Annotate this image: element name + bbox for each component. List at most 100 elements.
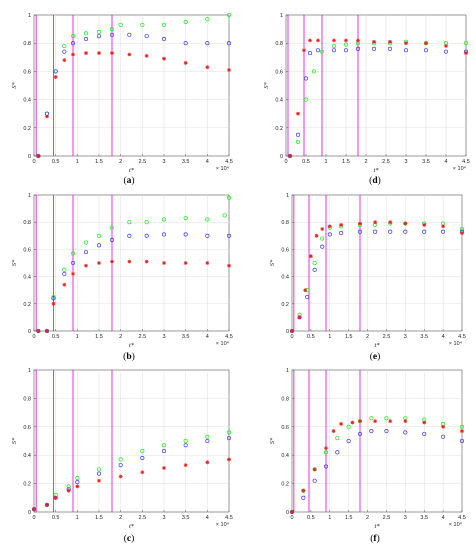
data-point-green-circle xyxy=(183,216,188,221)
data-point-red-star xyxy=(110,259,114,264)
x-axis-label: t* xyxy=(129,523,135,530)
x-tick-label: 3 xyxy=(162,515,165,521)
data-point-blue-circle xyxy=(312,267,317,272)
data-point-blue-circle xyxy=(423,48,429,53)
data-point-red-star xyxy=(388,419,393,424)
data-point-red-star xyxy=(344,38,348,43)
panel-label: (e) xyxy=(370,351,381,362)
x-axis-label: t* xyxy=(129,167,135,174)
x-tick-label: 4 xyxy=(206,334,209,340)
data-point-blue-circle xyxy=(53,69,58,74)
data-point-green-circle xyxy=(205,217,210,222)
data-point-red-star xyxy=(296,111,300,116)
x-tick-label: 0.5 xyxy=(52,159,60,165)
data-point-red-star xyxy=(388,220,393,225)
y-tick-label: 0 xyxy=(280,154,283,160)
y-tick-label: 0 xyxy=(28,329,31,335)
x-tick-label: 4.5 xyxy=(458,334,466,340)
data-point-red-star xyxy=(441,224,446,229)
y-tick-label: 0.8 xyxy=(23,396,31,402)
paren-open: ( xyxy=(370,533,373,544)
y-tick-label: 0.6 xyxy=(23,425,31,431)
data-point-blue-circle xyxy=(303,76,309,81)
y-tick-label: 0.6 xyxy=(23,247,31,253)
data-point-green-circle xyxy=(384,416,389,421)
x-tick-label: 1.5 xyxy=(95,159,103,165)
x-exponent-label: × 10⁴ xyxy=(453,165,467,172)
y-tick-label: 1 xyxy=(286,193,289,199)
data-point-green-circle xyxy=(320,236,325,241)
data-point-red-star xyxy=(62,58,67,63)
x-tick-label: 0.5 xyxy=(307,334,315,340)
data-point-red-star xyxy=(373,419,378,424)
x-tick-label: 2 xyxy=(119,334,122,340)
x-tick-label: 0 xyxy=(290,334,293,340)
paren-close: ) xyxy=(377,533,380,544)
panel-letter: c xyxy=(127,534,131,544)
panel-label: (c) xyxy=(124,533,135,544)
y-tick-label: 1 xyxy=(28,13,31,19)
chart-panel-b: 0 0.5 1 1.5 2 2.5 3 3.5 4 4.5 0 0.2 0.4 0.6 0.8 1 × 10⁴ t… xyxy=(11,193,233,362)
data-point-blue-circle xyxy=(357,431,363,436)
data-point-blue-circle xyxy=(422,229,427,234)
x-tick-label: 1 xyxy=(328,334,331,340)
y-tick-label: 0.8 xyxy=(275,41,283,47)
panel-letter: f xyxy=(373,534,377,544)
x-tick-label: 1 xyxy=(76,159,79,165)
data-point-blue-circle xyxy=(118,463,123,468)
data-point-red-star xyxy=(162,261,166,265)
data-point-green-circle xyxy=(96,467,102,472)
data-point-blue-circle xyxy=(205,438,210,444)
data-point-red-star xyxy=(339,422,344,426)
y-tick-label: 0 xyxy=(286,329,289,335)
data-point-blue-circle xyxy=(305,294,310,300)
data-point-green-circle xyxy=(222,213,227,218)
data-point-red-star xyxy=(316,38,320,43)
data-point-blue-circle xyxy=(140,455,145,461)
x-tick-label: 3.5 xyxy=(182,159,190,165)
data-point-red-star xyxy=(403,221,408,226)
data-point-blue-circle xyxy=(403,430,408,435)
paren-close: ) xyxy=(377,351,380,362)
y-tick-label: 0.6 xyxy=(23,69,31,75)
x-tick-label: 1 xyxy=(76,334,79,340)
data-point-green-circle xyxy=(144,220,149,225)
paren-open: ( xyxy=(123,175,126,186)
plot-frame xyxy=(33,194,230,332)
y-tick-label: 0.8 xyxy=(23,41,31,47)
data-point-blue-circle xyxy=(346,438,351,444)
data-point-red-star xyxy=(66,488,71,493)
data-point-red-star xyxy=(75,484,80,489)
x-tick-label: 2.5 xyxy=(139,334,147,340)
data-point-blue-circle xyxy=(323,464,329,469)
x-tick-label: 3.5 xyxy=(420,515,428,521)
data-point-blue-circle xyxy=(422,431,427,436)
paren-open: ( xyxy=(369,175,372,186)
x-tick-label: 2 xyxy=(366,334,369,340)
data-point-blue-circle xyxy=(373,229,378,234)
x-tick-label: 2 xyxy=(119,515,122,521)
data-point-red-star xyxy=(358,221,362,226)
data-point-red-star xyxy=(290,510,294,514)
data-point-green-circle xyxy=(226,430,232,435)
x-exponent-label: × 10⁴ xyxy=(449,521,463,528)
data-point-green-circle xyxy=(96,29,102,34)
data-point-red-star xyxy=(332,38,336,43)
data-point-blue-circle xyxy=(144,34,149,39)
data-point-red-star xyxy=(62,282,67,287)
y-tick-label: 1 xyxy=(28,368,31,374)
data-point-blue-circle xyxy=(315,48,321,53)
x-axis-label: t* xyxy=(374,342,380,349)
data-point-blue-circle xyxy=(96,471,102,476)
data-point-green-circle xyxy=(183,438,188,444)
data-point-red-star xyxy=(444,44,448,48)
panel-letter: b xyxy=(126,352,131,362)
data-point-red-star xyxy=(308,38,312,43)
x-tick-label: 3.5 xyxy=(422,159,430,165)
y-tick-label: 0.4 xyxy=(23,98,31,104)
data-point-red-star xyxy=(36,329,41,333)
x-tick-label: 4.5 xyxy=(462,159,470,165)
data-point-red-star xyxy=(84,51,88,55)
data-point-red-star xyxy=(71,52,75,57)
data-point-red-star xyxy=(127,52,132,57)
